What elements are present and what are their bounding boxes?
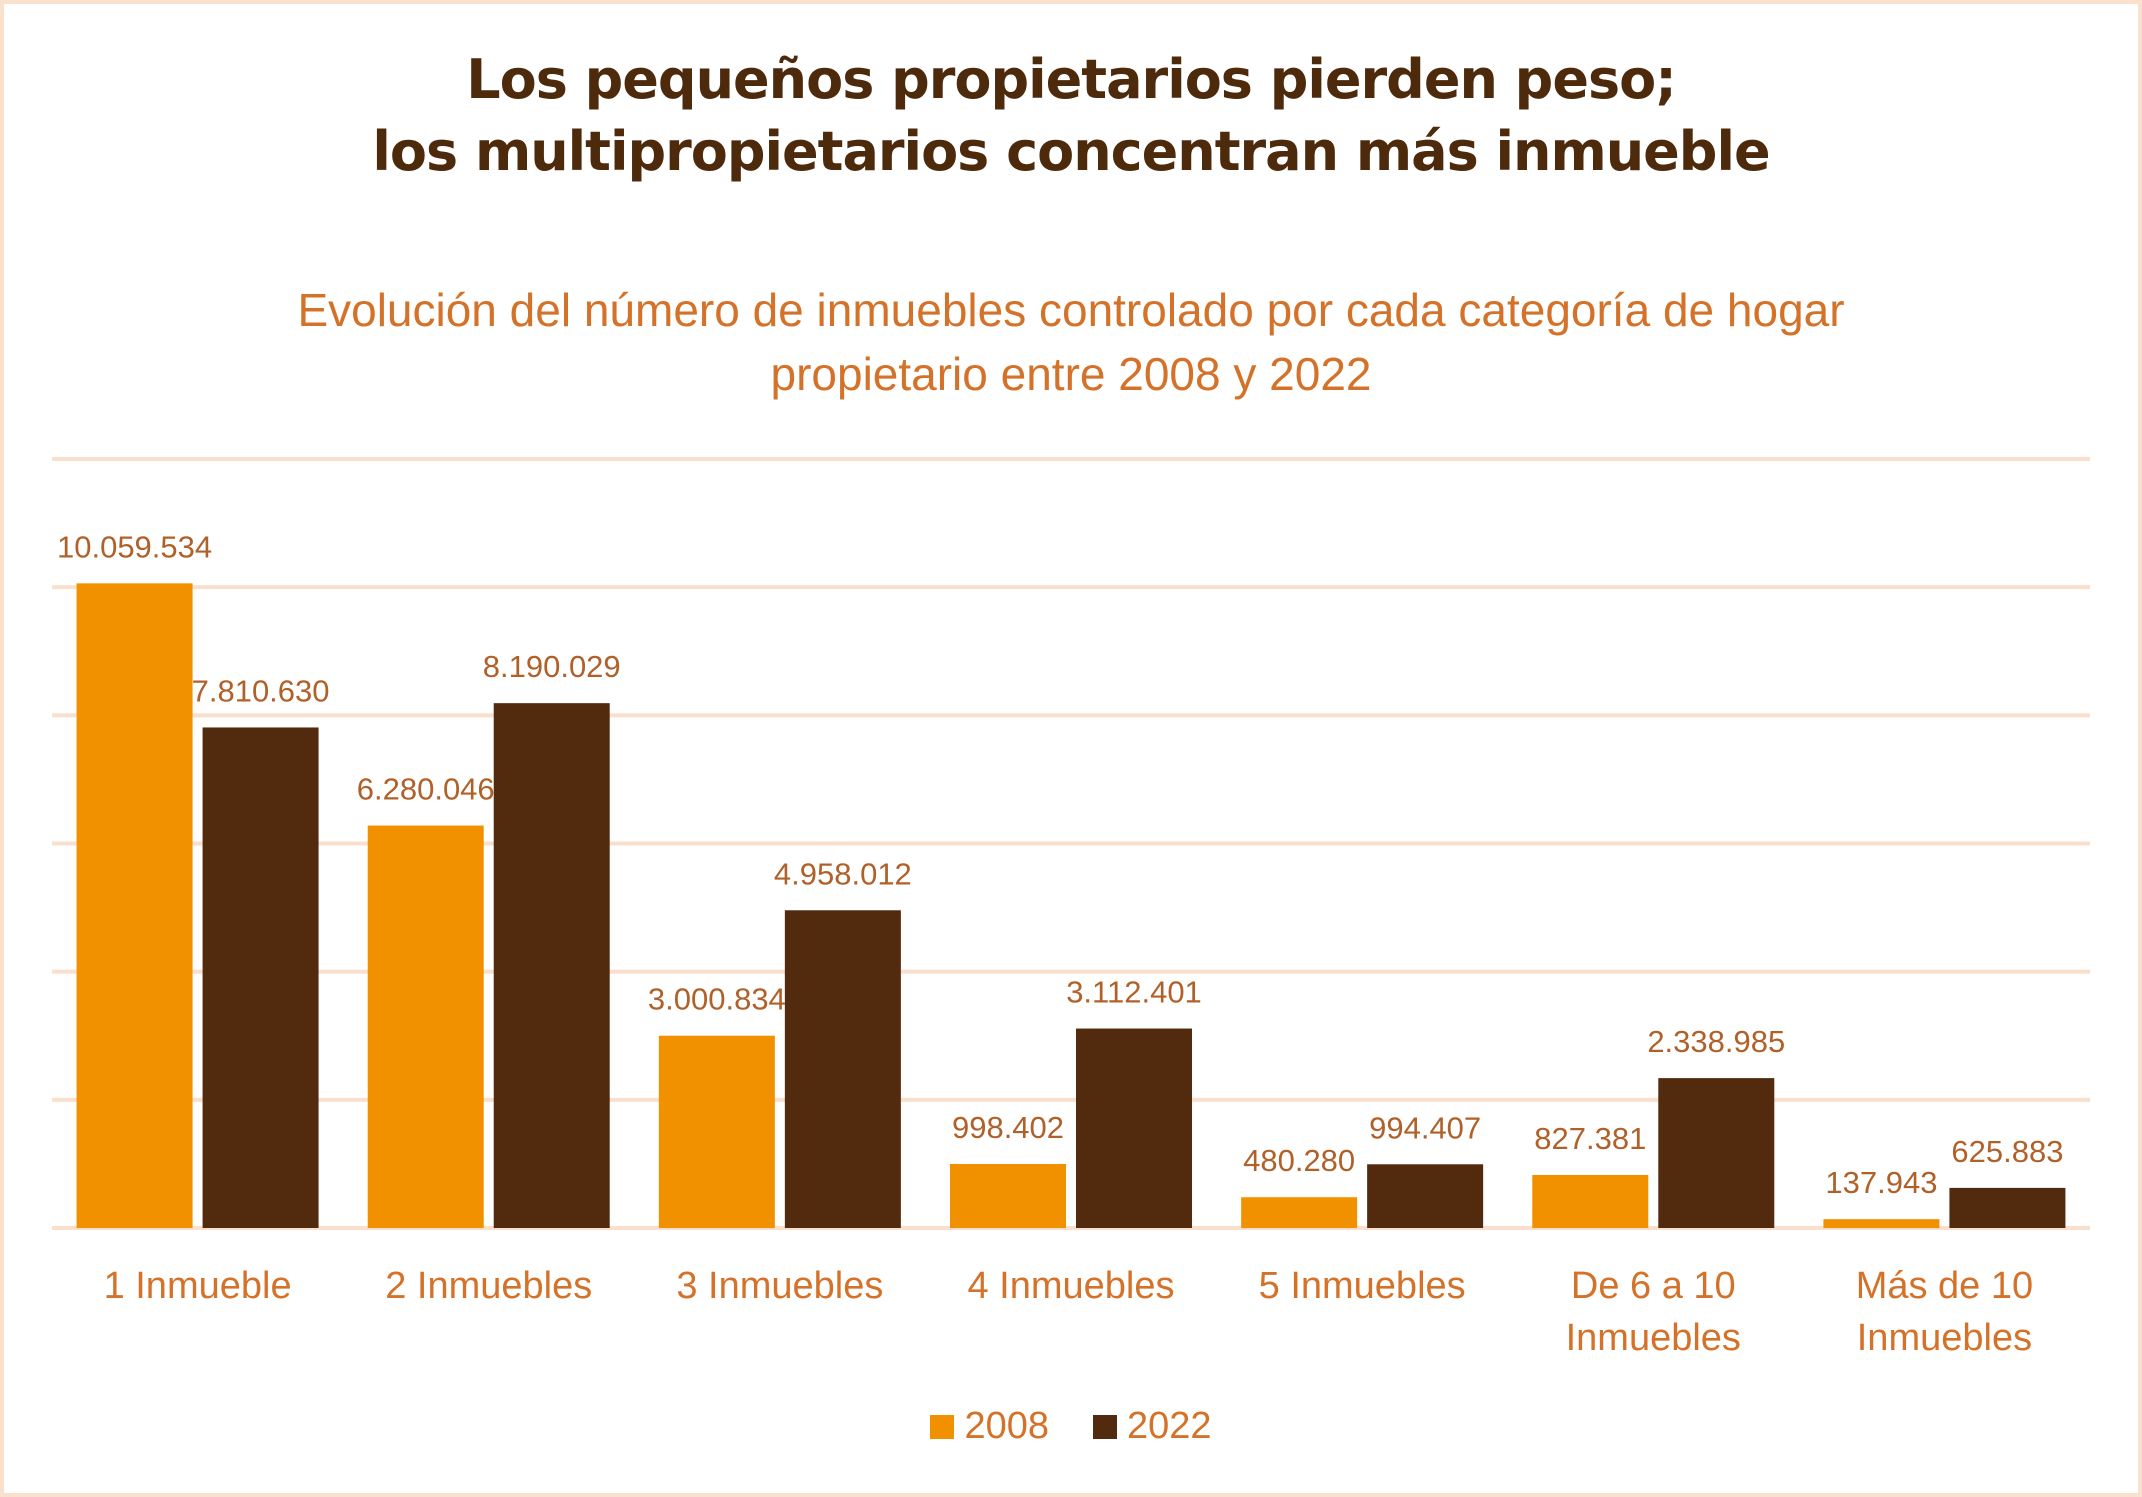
chart-title-line-2: los multipropietarios concentran más inm… [372,120,1770,183]
gridline [52,457,2090,461]
data-label-2008: 480.280 [1243,1143,1355,1178]
data-label-2008: 998.402 [952,1110,1064,1145]
chart-title: Los pequeños propietarios pierden peso; … [0,44,2142,188]
bar-2008 [1532,1174,1649,1228]
bar-2008 [76,583,193,1228]
bar-2008 [1241,1197,1358,1228]
gridline [52,713,2090,718]
chart-subtitle-line-1: Evolución del número de inmuebles contro… [297,284,1845,336]
category-label: Inmuebles [1857,1317,2032,1359]
legend-label-2008: 2008 [964,1405,1049,1447]
data-label-2008: 827.381 [1534,1121,1646,1156]
data-label-2022: 3.112.401 [1066,975,1202,1010]
legend-swatch-2008 [930,1414,955,1439]
data-label-2008: 137.943 [1825,1165,1937,1200]
gridline [52,585,2090,590]
gridline [52,969,2090,974]
bar-2008 [658,1035,775,1228]
category-label: 1 Inmueble [104,1265,292,1307]
x-axis-baseline [52,1226,2090,1230]
chart-subtitle-line-2: propietario entre 2008 y 2022 [770,348,1372,400]
bar-2008 [950,1164,1066,1228]
bar-2022 [1949,1187,2066,1228]
category-label: 3 Inmuebles [676,1265,883,1307]
legend-item-2022: 2022 [1093,1405,1212,1448]
bar-2022 [784,910,901,1228]
gridline [52,841,2090,846]
category-label: Inmuebles [1566,1317,1741,1359]
category-label: 2 Inmuebles [385,1265,592,1307]
bar-2022 [202,727,319,1228]
legend-item-2008: 2008 [930,1405,1049,1448]
data-label-2022: 7.810.630 [192,673,330,708]
category-label: 5 Inmuebles [1259,1265,1466,1307]
bar-2022 [1076,1028,1192,1228]
category-label: 4 Inmuebles [967,1265,1174,1307]
category-label: De 6 a 10 [1571,1265,1736,1307]
data-label-2022: 625.883 [1951,1134,2063,1169]
data-label-2008: 10.059.534 [57,529,212,564]
bar-2008 [367,825,484,1228]
data-label-2022: 8.190.029 [483,649,621,684]
legend-swatch-2022 [1093,1414,1117,1439]
data-label-2008: 6.280.046 [357,772,495,807]
bar-2022 [1367,1164,1484,1228]
legend: 2008 2022 [0,1405,2142,1448]
chart-title-line-1: Los pequeños propietarios pierden peso; [466,48,1677,111]
category-label: Más de 10 [1856,1265,2033,1307]
data-label-2022: 2.338.985 [1647,1024,1785,1059]
data-label-2022: 994.407 [1369,1110,1481,1145]
gridline [52,1097,2090,1102]
data-label-2008: 3.000.834 [648,982,786,1017]
data-label-2022: 4.958.012 [774,856,912,891]
chart-subtitle: Evolución del número de inmuebles contro… [0,278,2142,406]
legend-label-2022: 2022 [1127,1405,1212,1447]
bar-2008 [1823,1219,1940,1228]
bar-2022 [493,703,610,1228]
bar-2022 [1658,1078,1775,1228]
